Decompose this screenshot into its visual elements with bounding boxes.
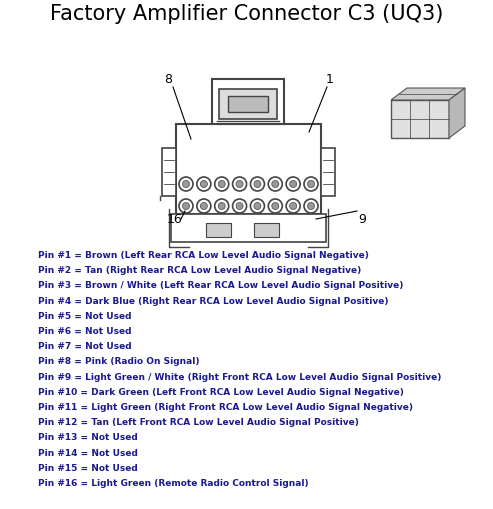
Circle shape — [272, 181, 279, 187]
Bar — [176, 124, 321, 214]
Text: 16: 16 — [167, 212, 183, 225]
Bar — [162, 148, 176, 196]
Text: Factory Amplifier Connector C3 (UQ3): Factory Amplifier Connector C3 (UQ3) — [50, 4, 443, 24]
Circle shape — [254, 203, 261, 210]
Circle shape — [250, 177, 264, 191]
Text: Pin #4 = Dark Blue (Right Rear RCA Low Level Audio Signal Positive): Pin #4 = Dark Blue (Right Rear RCA Low L… — [38, 297, 388, 305]
Circle shape — [200, 181, 208, 187]
Circle shape — [304, 177, 318, 191]
Circle shape — [218, 181, 225, 187]
Circle shape — [218, 203, 225, 210]
Circle shape — [308, 181, 315, 187]
Circle shape — [268, 177, 282, 191]
Circle shape — [236, 181, 243, 187]
Bar — [228, 96, 268, 112]
Circle shape — [179, 177, 193, 191]
Circle shape — [308, 203, 315, 210]
Circle shape — [286, 177, 300, 191]
Circle shape — [215, 177, 229, 191]
Text: Pin #15 = Not Used: Pin #15 = Not Used — [38, 464, 138, 473]
Bar — [171, 214, 326, 242]
Polygon shape — [391, 88, 465, 100]
Circle shape — [250, 199, 264, 213]
Text: Pin #13 = Not Used: Pin #13 = Not Used — [38, 433, 138, 442]
Text: Pin #11 = Light Green (Right Front RCA Low Level Audio Signal Negative): Pin #11 = Light Green (Right Front RCA L… — [38, 403, 413, 412]
Circle shape — [272, 203, 279, 210]
Bar — [212, 79, 284, 124]
Circle shape — [286, 199, 300, 213]
Circle shape — [254, 181, 261, 187]
Text: 1: 1 — [326, 72, 334, 86]
Circle shape — [197, 199, 211, 213]
Circle shape — [304, 199, 318, 213]
Polygon shape — [449, 88, 465, 138]
Circle shape — [233, 199, 246, 213]
Text: Pin #16 = Light Green (Remote Radio Control Signal): Pin #16 = Light Green (Remote Radio Cont… — [38, 479, 309, 488]
Circle shape — [179, 199, 193, 213]
Bar — [219, 89, 277, 119]
Text: Pin #9 = Light Green / White (Right Front RCA Low Level Audio Signal Positive): Pin #9 = Light Green / White (Right Fron… — [38, 373, 441, 382]
Circle shape — [268, 199, 282, 213]
Text: Pin #7 = Not Used: Pin #7 = Not Used — [38, 342, 132, 351]
Text: Pin #3 = Brown / White (Left Rear RCA Low Level Audio Signal Positive): Pin #3 = Brown / White (Left Rear RCA Lo… — [38, 281, 403, 291]
Text: Pin #1 = Brown (Left Rear RCA Low Level Audio Signal Negative): Pin #1 = Brown (Left Rear RCA Low Level … — [38, 251, 369, 260]
Circle shape — [197, 177, 211, 191]
Bar — [254, 223, 279, 237]
Circle shape — [182, 181, 189, 187]
Circle shape — [290, 181, 297, 187]
Circle shape — [236, 203, 243, 210]
Circle shape — [200, 203, 208, 210]
Bar — [321, 148, 335, 196]
Text: Pin #2 = Tan (Right Rear RCA Low Level Audio Signal Negative): Pin #2 = Tan (Right Rear RCA Low Level A… — [38, 266, 361, 275]
Circle shape — [233, 177, 246, 191]
Text: Pin #6 = Not Used: Pin #6 = Not Used — [38, 327, 132, 336]
Text: Pin #10 = Dark Green (Left Front RCA Low Level Audio Signal Negative): Pin #10 = Dark Green (Left Front RCA Low… — [38, 388, 404, 397]
Bar — [206, 223, 231, 237]
Text: Pin #12 = Tan (Left Front RCA Low Level Audio Signal Positive): Pin #12 = Tan (Left Front RCA Low Level … — [38, 418, 359, 427]
Text: Pin #14 = Not Used: Pin #14 = Not Used — [38, 448, 138, 458]
Circle shape — [182, 203, 189, 210]
Text: Pin #5 = Not Used: Pin #5 = Not Used — [38, 312, 132, 321]
Circle shape — [290, 203, 297, 210]
Bar — [391, 100, 449, 138]
Circle shape — [215, 199, 229, 213]
Text: 8: 8 — [164, 72, 172, 86]
Text: 9: 9 — [358, 212, 366, 225]
Text: Pin #8 = Pink (Radio On Signal): Pin #8 = Pink (Radio On Signal) — [38, 357, 200, 366]
